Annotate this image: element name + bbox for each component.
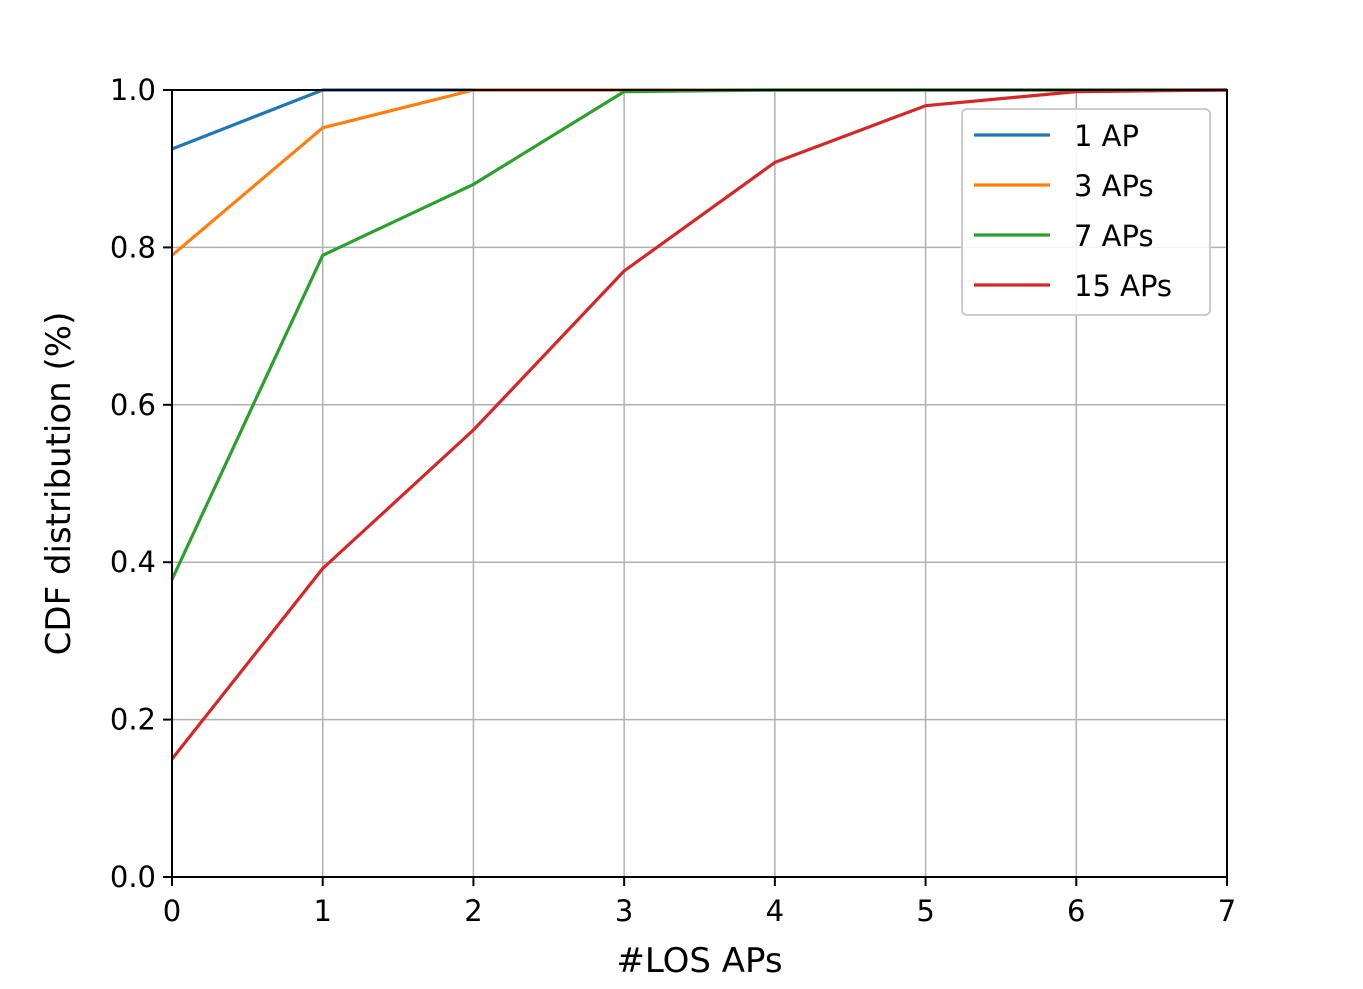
legend-label: 15 APs xyxy=(1074,269,1172,303)
series-line-3 xyxy=(170,88,1228,760)
axis-ticks: 0 1 2 3 4 5 6 7 0.0 0.2 0.4 0.6 0.8 1.0 xyxy=(110,73,1236,928)
y-axis-label: CDF distribution (%) xyxy=(39,312,79,656)
x-tick-label: 2 xyxy=(464,894,482,928)
y-tick-label: 0.8 xyxy=(110,230,156,264)
x-tick-label: 3 xyxy=(615,894,633,928)
y-tick-label: 0.4 xyxy=(110,545,156,579)
x-axis-label: #LOS APs xyxy=(616,941,782,981)
x-tick-label: 7 xyxy=(1218,894,1236,928)
x-tick-label: 6 xyxy=(1067,894,1085,928)
legend: 1 AP 3 APs 7 APs 15 APs xyxy=(961,108,1211,316)
y-tick-label: 1.0 xyxy=(110,73,156,107)
legend-label: 7 APs xyxy=(1074,219,1154,253)
y-tick-label: 0.2 xyxy=(110,703,156,737)
x-tick-label: 0 xyxy=(163,894,181,928)
x-tick-label: 4 xyxy=(766,894,784,928)
legend-label: 1 AP xyxy=(1074,119,1139,153)
x-tick-label: 1 xyxy=(313,894,331,928)
y-tick-label: 0.6 xyxy=(110,388,156,422)
plot-frame xyxy=(171,89,1228,878)
x-tick-label: 5 xyxy=(916,894,934,928)
y-tick-label: 0.0 xyxy=(110,860,156,894)
legend-box xyxy=(961,108,1211,316)
legend-label: 3 APs xyxy=(1074,169,1154,203)
